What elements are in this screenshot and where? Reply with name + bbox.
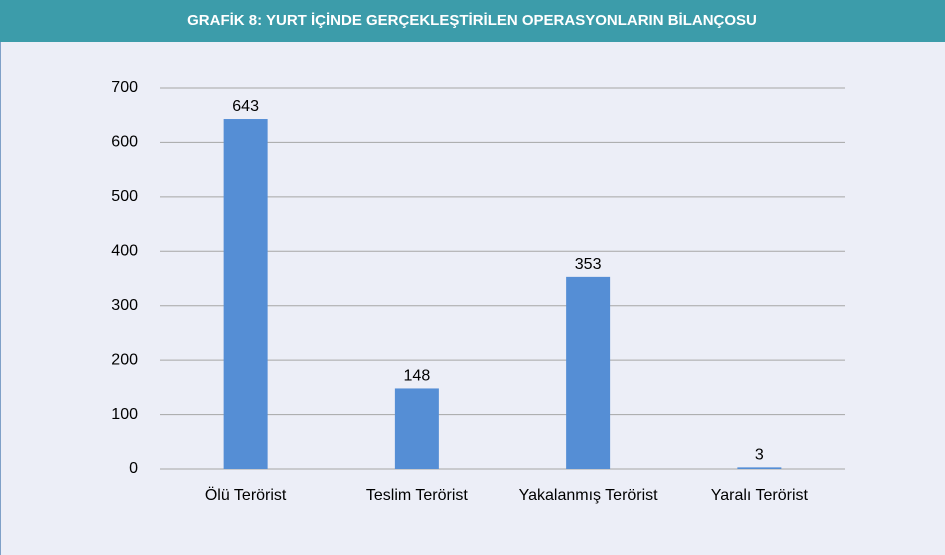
data-label: 3	[755, 447, 764, 464]
bar	[394, 388, 439, 469]
chart-title: GRAFİK 8: YURT İÇİNDE GERÇEKLEŞTİRİLEN O…	[187, 12, 757, 29]
bar	[737, 467, 782, 469]
y-tick-label: 700	[111, 79, 138, 96]
y-tick-label: 500	[111, 188, 138, 205]
y-tick-label: 400	[111, 243, 138, 260]
y-tick-label: 600	[111, 134, 138, 151]
data-label: 353	[575, 256, 602, 273]
x-tick-label: Yakalanmış Terörist	[519, 487, 659, 504]
bar	[566, 276, 611, 469]
y-tick-label: 0	[129, 460, 138, 477]
y-tick-label: 100	[111, 406, 138, 423]
y-tick-label: 200	[111, 351, 138, 368]
data-label: 643	[232, 98, 259, 115]
bar	[223, 119, 268, 469]
data-label: 148	[404, 368, 431, 385]
title-banner	[0, 0, 945, 42]
x-tick-label: Ölü Terörist	[205, 486, 287, 504]
y-tick-label: 300	[111, 297, 138, 314]
x-tick-label: Yaralı Terörist	[711, 487, 809, 504]
x-tick-label: Teslim Terörist	[366, 487, 469, 504]
